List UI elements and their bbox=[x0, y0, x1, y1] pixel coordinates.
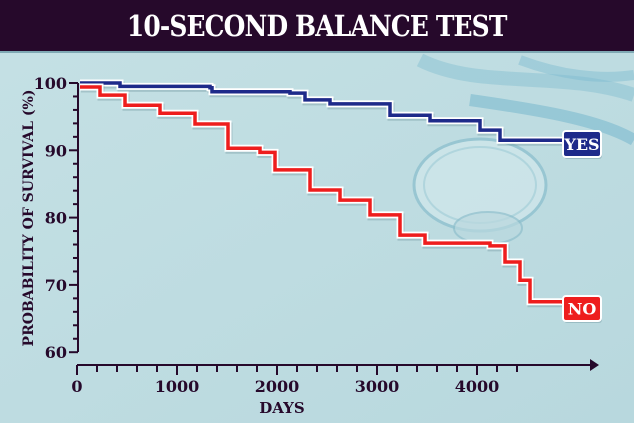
chart-title: 10-SECOND BALANCE TEST bbox=[127, 8, 507, 43]
x-axis-label: DAYS bbox=[259, 399, 304, 417]
series-line-yes bbox=[80, 81, 563, 142]
x-tick-label: 1000 bbox=[155, 377, 200, 396]
series-shadow bbox=[81, 81, 564, 146]
y-tick-label: 60 bbox=[45, 343, 67, 362]
x-tick-label: 4000 bbox=[455, 377, 500, 396]
y-tick-label: 90 bbox=[45, 141, 67, 160]
yes-label bbox=[562, 130, 602, 158]
x-axis-arrow-icon bbox=[590, 359, 599, 371]
no-label-text: NO bbox=[568, 300, 597, 319]
y-tick-label: 80 bbox=[45, 209, 67, 228]
no-label bbox=[562, 295, 602, 322]
series-shadow bbox=[81, 85, 568, 308]
y-axis-label: PROBABILITY OF SURVIVAL (%) bbox=[21, 90, 37, 347]
x-tick-label: 2000 bbox=[255, 377, 300, 396]
yes-label-text: YES bbox=[563, 135, 599, 154]
title-bar: 10-SECOND BALANCE TEST bbox=[0, 0, 634, 53]
x-tick-label: 3000 bbox=[355, 377, 400, 396]
y-tick-label: 70 bbox=[45, 276, 67, 295]
y-tick-label: 100 bbox=[34, 74, 67, 93]
series-line-no bbox=[80, 85, 565, 304]
x-tick-label: 0 bbox=[71, 377, 82, 396]
